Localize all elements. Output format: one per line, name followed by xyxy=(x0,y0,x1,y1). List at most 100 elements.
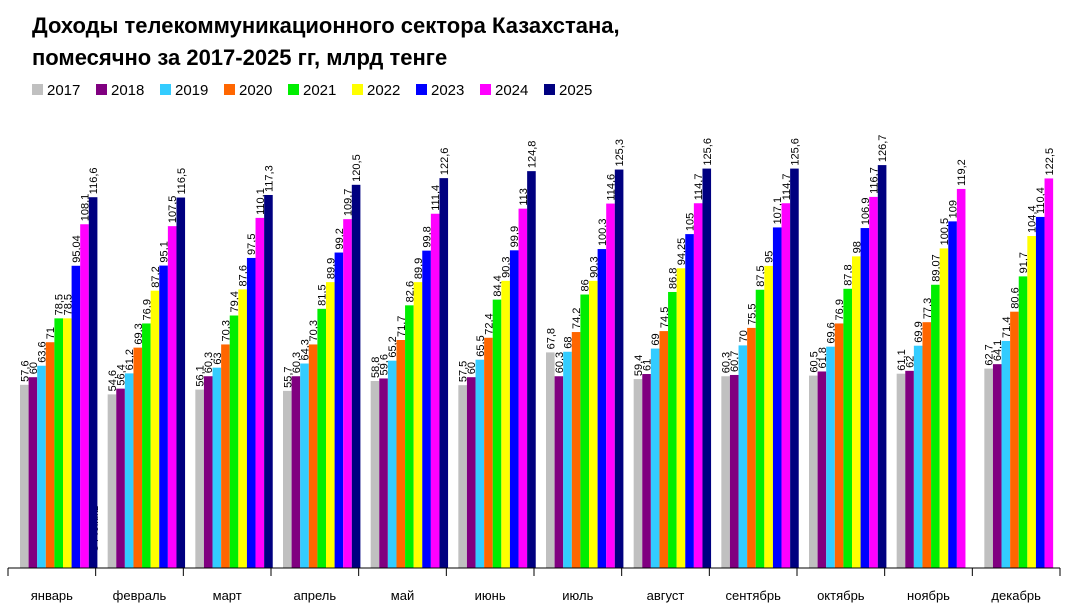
bar xyxy=(492,299,502,568)
bar xyxy=(422,250,431,569)
value-label: 95,1 xyxy=(159,241,171,262)
bar xyxy=(580,294,589,568)
x-tick-label: февраль xyxy=(113,588,167,603)
bar xyxy=(852,256,861,568)
bar xyxy=(826,346,835,568)
legend-label: 2021 xyxy=(303,82,336,99)
value-label: 58,8 xyxy=(370,357,382,378)
bar xyxy=(203,376,213,568)
bar xyxy=(860,228,870,569)
value-label: 68 xyxy=(563,337,575,349)
value-label: 113 xyxy=(518,188,530,206)
bar xyxy=(88,197,98,568)
value-label: 60,3 xyxy=(554,352,566,373)
bar xyxy=(466,377,476,568)
bar xyxy=(790,168,799,569)
bar xyxy=(913,345,923,568)
value-label: 90,3 xyxy=(588,256,600,277)
bar xyxy=(843,288,852,568)
value-label: 57,5 xyxy=(458,361,470,382)
bar xyxy=(1035,216,1045,569)
value-label: 82,6 xyxy=(404,281,416,302)
value-label: 69,9 xyxy=(913,321,925,342)
bar xyxy=(351,184,361,568)
value-label: 114,7 xyxy=(781,174,793,201)
bar xyxy=(817,371,827,568)
value-label: 71,4 xyxy=(1001,317,1013,338)
value-label: 119,2 xyxy=(956,159,968,186)
legend-label: 2022 xyxy=(367,82,400,99)
value-label: 90,3 xyxy=(501,256,513,277)
bar xyxy=(413,282,423,568)
value-label: 116,7 xyxy=(869,167,881,194)
value-label: 87,2 xyxy=(150,266,162,287)
bar xyxy=(642,374,651,568)
bar xyxy=(80,224,89,568)
value-label: 71 xyxy=(45,327,57,339)
value-label: 109,7 xyxy=(343,189,355,217)
bar xyxy=(116,388,125,568)
bar xyxy=(685,234,694,568)
bar xyxy=(176,197,186,568)
value-label: 70 xyxy=(738,330,750,342)
legend-label: 2017 xyxy=(47,82,80,99)
value-label: 110,4 xyxy=(1035,187,1047,214)
bar xyxy=(650,348,660,568)
value-label: 60 xyxy=(466,362,478,374)
value-label: 99,8 xyxy=(422,226,434,247)
legend-swatch xyxy=(160,84,171,95)
bar xyxy=(948,221,957,568)
value-label: 98 xyxy=(851,241,863,253)
value-label: 122,6 xyxy=(439,148,451,176)
bar xyxy=(501,280,510,568)
bar xyxy=(167,226,177,568)
value-label: 105 xyxy=(685,213,697,231)
value-label: 71,7 xyxy=(396,316,408,337)
value-label: 89,9 xyxy=(413,258,425,279)
bar xyxy=(430,213,440,569)
bar xyxy=(63,318,72,568)
value-label: 65,5 xyxy=(475,335,487,356)
legend-swatch xyxy=(96,84,107,95)
legend-swatch xyxy=(224,84,235,95)
bar xyxy=(142,323,151,568)
bar xyxy=(475,359,485,568)
value-label: 89,07 xyxy=(930,254,942,282)
value-label: 74,2 xyxy=(571,308,583,329)
bar xyxy=(71,265,81,568)
bar xyxy=(597,249,607,568)
bar xyxy=(37,365,46,568)
value-label: 70,3 xyxy=(308,320,320,341)
value-label: 70,3 xyxy=(220,320,232,341)
bar xyxy=(589,280,598,568)
bar xyxy=(484,337,493,568)
value-label: 76,9 xyxy=(141,299,153,320)
legend-label: 2020 xyxy=(239,82,272,99)
value-label: 114,6 xyxy=(606,174,618,201)
bar xyxy=(300,363,309,568)
x-tick-label: май xyxy=(391,588,414,603)
value-label: 63 xyxy=(212,352,224,364)
bar xyxy=(755,289,765,568)
chart-title: помесячно за 2017-2025 гг, млрд тенге xyxy=(32,45,447,70)
bar xyxy=(721,376,730,568)
value-label: 60,3 xyxy=(291,352,303,373)
bar xyxy=(738,345,748,568)
bar xyxy=(45,342,55,568)
value-label: 64,1 xyxy=(992,340,1004,361)
value-label: 61,2 xyxy=(124,349,136,370)
value-label: 99,2 xyxy=(334,228,346,249)
bar xyxy=(221,344,230,568)
value-label: 56,1 xyxy=(195,365,207,386)
bar xyxy=(212,367,222,568)
bar xyxy=(195,389,204,568)
value-label: 60 xyxy=(28,362,40,374)
bar xyxy=(668,291,677,568)
value-label: 78,5 xyxy=(62,294,74,315)
bar xyxy=(264,194,273,568)
value-label: 59,6 xyxy=(379,354,391,375)
bar xyxy=(527,171,536,569)
bar xyxy=(1018,276,1028,568)
x-tick-label: октябрь xyxy=(817,588,865,603)
